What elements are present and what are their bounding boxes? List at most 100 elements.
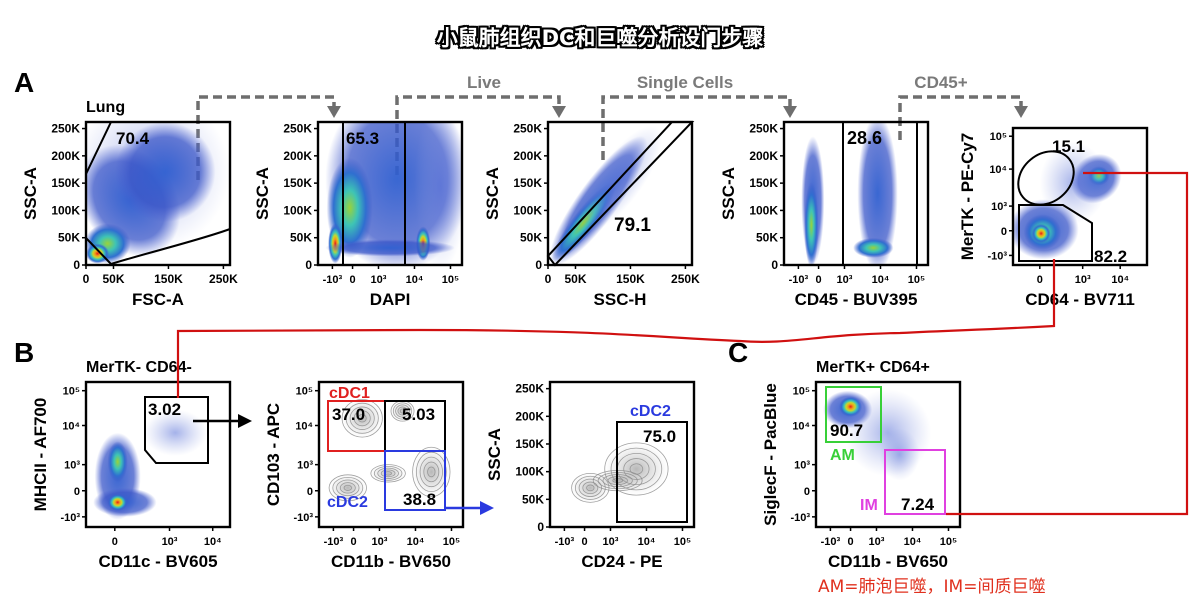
density-blob — [86, 243, 110, 264]
plot-title: MerTK- CD64- — [86, 359, 192, 376]
density-blob — [853, 237, 894, 258]
gate-am — [825, 386, 882, 443]
y-tick-label: 10⁵ — [63, 386, 80, 398]
x-axis-label: CD11c - BV605 — [98, 552, 217, 571]
plot-frame — [84, 120, 232, 267]
y-tick-label: 200K — [51, 149, 80, 163]
contour-line — [336, 479, 360, 497]
y-tick-label: 0 — [771, 258, 778, 272]
x-tick-label: 10³ — [837, 274, 853, 286]
contour-line — [353, 410, 371, 427]
density-blob — [143, 409, 207, 456]
x-tick-label: 250K — [671, 272, 700, 286]
gate-value: 75.0 — [643, 427, 676, 446]
y-axis-label: SiglecF - PacBlue — [761, 383, 780, 526]
plot-title: Lung — [86, 99, 125, 116]
x-tick-label: 10⁴ — [1111, 274, 1129, 286]
gate-label: cDC2 — [630, 403, 671, 420]
gate-value: 3.02 — [148, 400, 181, 419]
gate-label: cDC1 — [329, 385, 370, 402]
plot-cd64_mertk: -10³ 0 10³ 10⁴ 10⁵ 0 10³ 10⁴ CD64 - BV711 MerTK -… — [958, 126, 1149, 309]
x-tick-label: 0 — [545, 272, 552, 286]
contour-line — [328, 474, 367, 502]
y-tick-label: 100K — [513, 203, 542, 217]
y-tick-label: 100K — [283, 203, 312, 217]
x-tick-label: 10⁵ — [908, 274, 925, 286]
y-tick-label: 10⁵ — [793, 386, 810, 398]
y-tick-label: 100K — [515, 465, 544, 479]
x-tick-label: 10³ — [162, 536, 178, 548]
connector-lines — [176, 171, 1189, 516]
panel-label-a: A — [14, 67, 34, 98]
plot-cd11c_mhcii: -10³ 0 10³ 10⁴ 10⁵ 0 10³ 10⁴ CD11c - BV605 MHCII … — [31, 359, 232, 571]
y-tick-label: -10³ — [293, 512, 313, 524]
x-tick-label: -10³ — [789, 274, 809, 286]
plot-frame — [1011, 126, 1149, 267]
y-tick-label: 0 — [73, 258, 80, 272]
x-tick-label: 10⁵ — [443, 536, 460, 548]
x-axis-label: CD24 - PE — [581, 552, 662, 571]
panel-label-b: B — [14, 337, 34, 368]
plot-area — [86, 122, 230, 264]
density-blob — [804, 182, 819, 265]
plot-frame — [317, 380, 465, 529]
x-tick-label: 10⁴ — [638, 536, 656, 548]
x-axis-label: CD45 - BUV395 — [795, 290, 918, 309]
plot-area — [328, 398, 451, 502]
gate-label: cDC2 — [327, 494, 368, 511]
y-tick-label: 250K — [51, 122, 80, 136]
x-axis-label: CD11b - BV650 — [828, 552, 948, 571]
contour-line — [423, 461, 440, 483]
y-axis-label: SSC-A — [253, 167, 272, 220]
density-blob — [1031, 223, 1051, 244]
contour-line — [339, 482, 356, 494]
y-tick-label: 50K — [290, 231, 312, 245]
arrow-b2-to-b3 — [446, 501, 494, 515]
arrowhead-icon — [552, 106, 566, 118]
x-tick-label: 10³ — [1075, 274, 1091, 286]
y-tick-label: -10³ — [987, 250, 1007, 262]
y-tick-label: 50K — [756, 231, 778, 245]
y-tick-label: 150K — [51, 176, 80, 190]
y-tick-label: 0 — [537, 520, 544, 534]
panel-label-c: C — [728, 337, 748, 368]
y-tick-label: 150K — [283, 176, 312, 190]
flow-arrow-single — [601, 95, 792, 160]
flow-arrow-cells — [196, 95, 336, 180]
y-axis-label: MHCII - AF700 — [31, 398, 50, 512]
arrowhead-icon — [327, 106, 341, 118]
y-tick-label: 0 — [305, 258, 312, 272]
density-blob — [107, 441, 128, 483]
y-tick-label: 250K — [513, 122, 542, 136]
x-tick-label: 0 — [1037, 274, 1043, 286]
y-tick-label: 10⁴ — [62, 421, 80, 433]
y-axis-label: SSC-A — [485, 428, 504, 481]
y-tick-label: 10⁵ — [296, 386, 313, 398]
gate-value: 79.1 — [614, 215, 651, 236]
x-axis-label: DAPI — [370, 290, 411, 309]
arrowhead-icon — [238, 414, 252, 428]
arrowhead-icon — [783, 106, 797, 118]
density-blob — [114, 122, 216, 223]
flow-arrows — [196, 95, 1023, 180]
gate-value: 28.6 — [847, 128, 882, 148]
plot-area — [549, 125, 663, 265]
gate-single-cells — [546, 121, 695, 267]
plot-area — [823, 389, 932, 481]
x-tick-label: 10³ — [869, 536, 885, 548]
plot-area — [1013, 141, 1122, 260]
gate-dc — [144, 396, 209, 464]
plot-area — [93, 409, 207, 520]
plot-area — [801, 122, 898, 265]
x-tick-label: 0 — [815, 274, 821, 286]
contour-line — [610, 447, 663, 491]
contour-line — [373, 465, 403, 481]
x-tick-label: 10³ — [372, 536, 388, 548]
figure-title: 小鼠肺组织DC和巨噬分析设门步骤 — [436, 26, 764, 50]
y-tick-label: 150K — [749, 176, 778, 190]
gate-live — [342, 121, 406, 266]
x-tick-label: -10³ — [555, 536, 575, 548]
x-tick-label: 10⁴ — [904, 536, 922, 548]
plot-frame — [814, 380, 962, 529]
abbreviation-caption: AM=肺泡巨噬，IM=间质巨噬 — [818, 577, 1046, 597]
